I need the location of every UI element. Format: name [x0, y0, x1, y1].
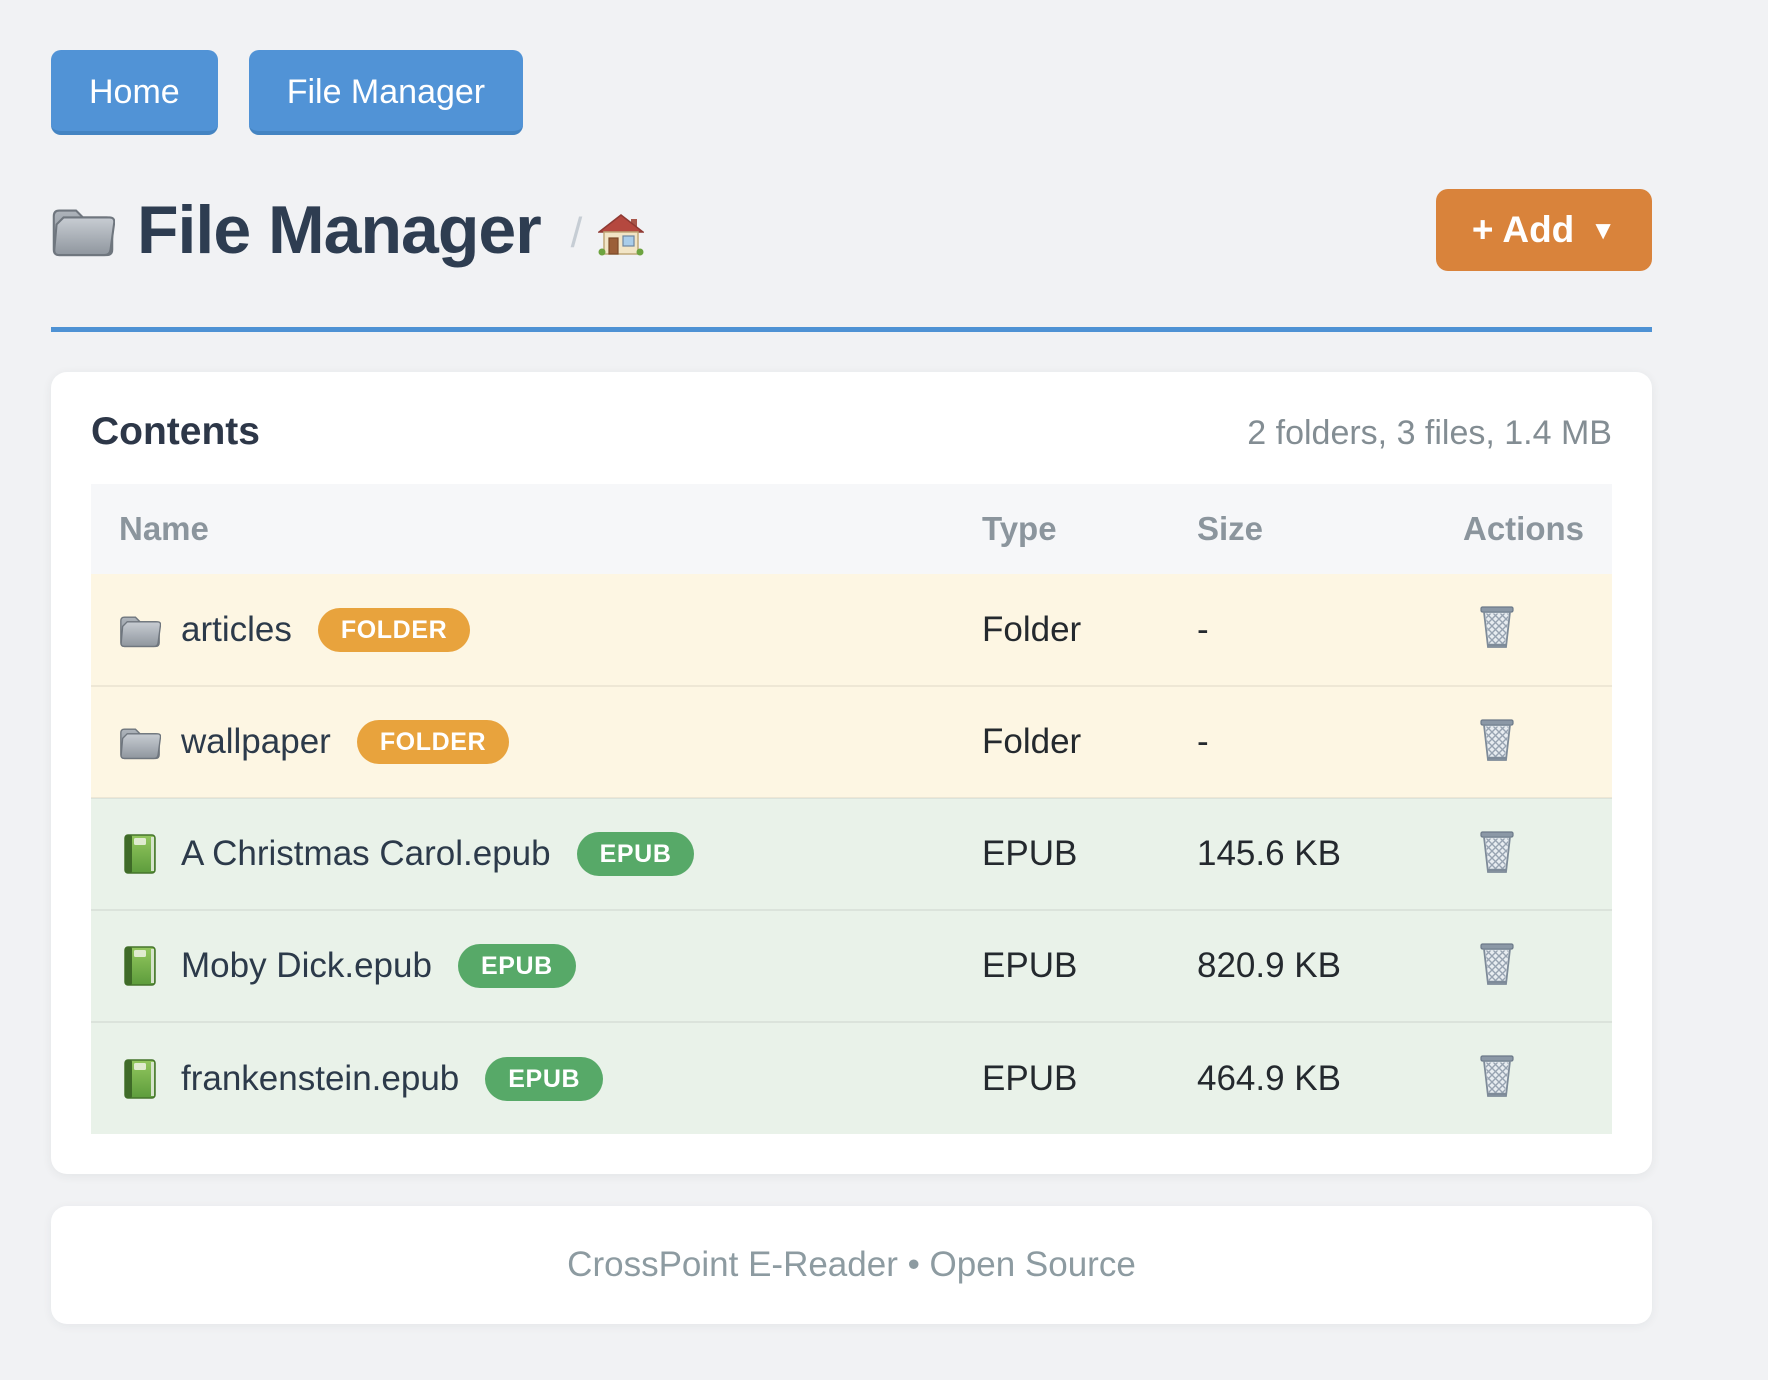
table-row: frankenstein.epub EPUB EPUB 464.9 KB	[91, 1022, 1612, 1134]
column-header-name: Name	[91, 484, 954, 574]
table-row: A Christmas Carol.epub EPUB EPUB 145.6 K…	[91, 798, 1612, 910]
folder-icon	[120, 728, 161, 760]
green-book-icon	[124, 834, 156, 874]
file-name: articles	[181, 609, 292, 649]
file-size: 145.6 KB	[1197, 834, 1341, 873]
delete-button[interactable]	[1474, 601, 1520, 653]
file-size: 464.9 KB	[1197, 1058, 1341, 1098]
trash-wastebasket-icon	[1479, 942, 1514, 985]
home-house-icon[interactable]	[598, 214, 645, 256]
type-badge: FOLDER	[317, 607, 471, 652]
column-header-type: Type	[954, 484, 1169, 574]
folder-icon	[52, 209, 115, 257]
heading-divider	[51, 327, 1652, 332]
trash-wastebasket-icon	[1479, 1054, 1514, 1098]
file-size: -	[1197, 609, 1209, 649]
column-header-actions: Actions	[1381, 484, 1612, 574]
contents-card: Contents 2 folders, 3 files, 1.4 MB Name…	[51, 372, 1652, 1174]
page-container: Home File Manager File Manager / + Add ▼…	[51, 0, 1652, 1324]
type-badge: EPUB	[457, 944, 576, 988]
table-row: wallpaper FOLDER Folder -	[91, 686, 1612, 798]
contents-card-header: Contents 2 folders, 3 files, 1.4 MB	[91, 410, 1612, 454]
table-header-row: Name Type Size Actions	[91, 484, 1612, 574]
delete-button[interactable]	[1474, 938, 1520, 990]
file-size: 820.9 KB	[1197, 946, 1341, 985]
file-type: EPUB	[982, 1058, 1078, 1098]
contents-title: Contents	[91, 410, 260, 453]
contents-summary: 2 folders, 3 files, 1.4 MB	[1247, 414, 1612, 452]
type-badge: EPUB	[576, 832, 695, 876]
file-name: A Christmas Carol.epub	[181, 834, 551, 873]
type-badge: EPUB	[485, 1056, 604, 1101]
page-header: File Manager / + Add ▼	[51, 189, 1652, 271]
add-button[interactable]: + Add ▼	[1435, 189, 1652, 271]
caret-down-icon: ▼	[1590, 214, 1616, 245]
footer: CrossPoint E-Reader • Open Source	[51, 1206, 1652, 1324]
file-name: frankenstein.epub	[181, 1058, 460, 1098]
green-book-icon	[124, 1058, 156, 1099]
file-type: EPUB	[982, 834, 1078, 873]
file-type: Folder	[982, 722, 1082, 761]
file-type: EPUB	[982, 946, 1078, 985]
top-nav: Home File Manager	[51, 0, 1652, 135]
file-table: Name Type Size Actions articles FOLDER F…	[91, 484, 1612, 1134]
folder-icon	[120, 616, 161, 647]
page-title: File Manager	[137, 192, 542, 268]
column-header-size: Size	[1169, 484, 1381, 574]
file-name: Moby Dick.epub	[181, 946, 432, 985]
file-type: Folder	[982, 609, 1082, 649]
delete-button[interactable]	[1474, 826, 1520, 878]
type-badge: FOLDER	[356, 720, 510, 764]
trash-wastebasket-icon	[1479, 718, 1514, 761]
breadcrumb-separator: /	[570, 209, 583, 256]
nav-button-file-manager[interactable]: File Manager	[248, 50, 524, 135]
table-row: articles FOLDER Folder -	[91, 574, 1612, 686]
table-row: Moby Dick.epub EPUB EPUB 820.9 KB	[91, 910, 1612, 1022]
green-book-icon	[124, 946, 156, 986]
footer-text: CrossPoint E-Reader • Open Source	[567, 1245, 1136, 1284]
trash-wastebasket-icon	[1479, 605, 1514, 649]
file-name: wallpaper	[181, 722, 331, 761]
trash-wastebasket-icon	[1479, 830, 1514, 873]
nav-button-home[interactable]: Home	[51, 50, 218, 135]
delete-button[interactable]	[1474, 1050, 1520, 1102]
add-button-label: + Add	[1471, 209, 1575, 250]
file-size: -	[1197, 722, 1209, 761]
delete-button[interactable]	[1474, 714, 1520, 766]
